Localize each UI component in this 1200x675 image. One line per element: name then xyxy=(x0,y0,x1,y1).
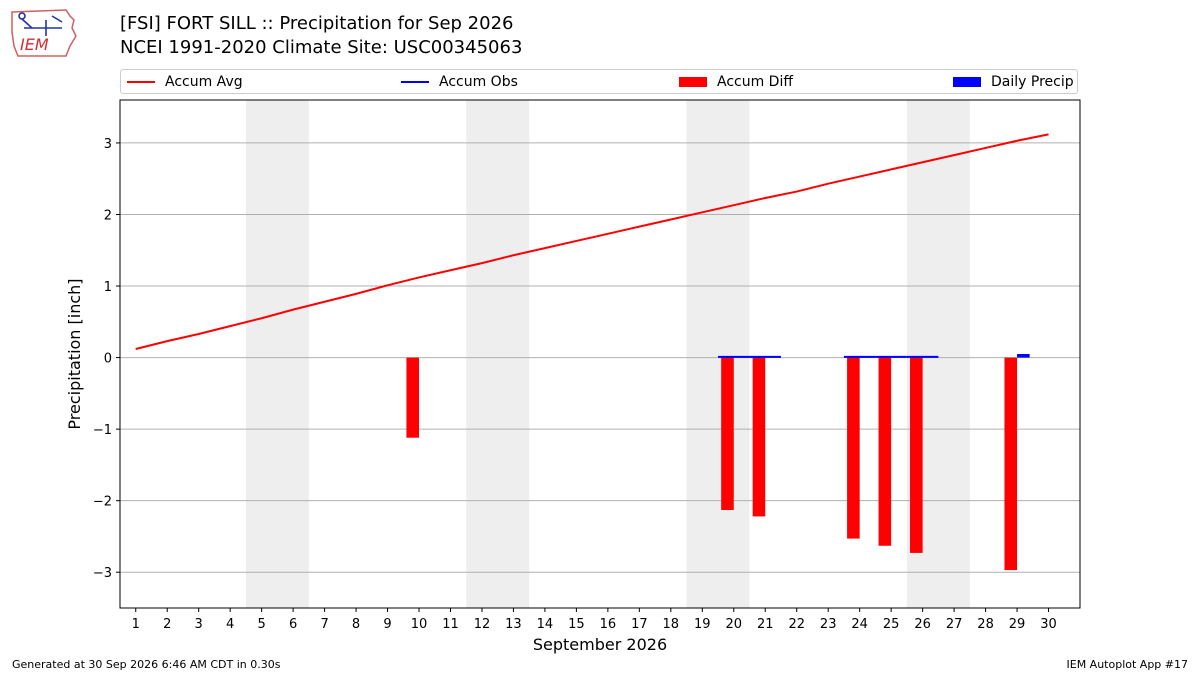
logo-text: IEM xyxy=(20,35,49,54)
accum-diff-bar xyxy=(878,357,892,546)
xtick-label: 8 xyxy=(352,617,360,632)
accum-avg-line xyxy=(135,133,1049,350)
generated-timestamp: Generated at 30 Sep 2026 6:46 AM CDT in … xyxy=(12,658,281,671)
weekend-band-1 xyxy=(466,100,530,608)
ytick-label: 0 xyxy=(104,352,112,367)
legend-swatch-accum-obs xyxy=(401,80,429,83)
legend-item-accum-diff: Accum Diff xyxy=(679,70,793,93)
xtick-label: 3 xyxy=(195,617,203,632)
accum-diff-bars xyxy=(406,357,1018,571)
y-axis-ticks: −3 −2 −1 0 1 2 3 xyxy=(93,137,120,581)
xtick-label: 9 xyxy=(383,617,391,632)
weather-station-icon xyxy=(18,12,63,36)
xtick-label: 5 xyxy=(257,617,265,632)
xtick-label: 22 xyxy=(788,617,805,632)
xtick-label: 19 xyxy=(694,617,711,632)
legend-item-daily-precip: Daily Precip xyxy=(953,70,1074,93)
ytick-label: 2 xyxy=(104,208,112,223)
weekend-band-0 xyxy=(245,100,309,608)
xtick-label: 2 xyxy=(163,617,171,632)
ytick-label: 1 xyxy=(104,280,112,295)
daily-precip-bar xyxy=(1017,354,1030,358)
legend-label-accum-avg: Accum Avg xyxy=(165,73,243,90)
legend-swatch-accum-avg xyxy=(127,80,155,83)
xtick-label: 10 xyxy=(411,617,428,632)
accum-diff-bar xyxy=(910,357,923,553)
xtick-label: 17 xyxy=(631,617,648,632)
xtick-label: 27 xyxy=(946,617,963,632)
xtick-label: 12 xyxy=(474,617,491,632)
title-line-2: NCEI 1991-2020 Climate Site: USC00345063 xyxy=(120,37,523,58)
xtick-label: 24 xyxy=(851,617,868,632)
xtick-label: 26 xyxy=(914,617,931,632)
xtick-label: 30 xyxy=(1040,617,1057,632)
xtick-label: 28 xyxy=(977,617,994,632)
title-line-1: [FSI] FORT SILL :: Precipitation for Sep… xyxy=(120,13,514,34)
xtick-label: 1 xyxy=(132,617,140,632)
legend-swatch-daily-precip xyxy=(953,76,981,87)
legend-swatch-accum-diff xyxy=(679,76,707,87)
legend-item-accum-obs: Accum Obs xyxy=(401,70,518,93)
chart-title: [FSI] FORT SILL :: Precipitation for Sep… xyxy=(120,12,522,60)
accum-diff-bar xyxy=(1004,357,1018,571)
legend-label-accum-obs: Accum Obs xyxy=(439,73,518,90)
xtick-label: 29 xyxy=(1009,617,1026,632)
legend: Accum Avg Accum Obs Accum Diff Daily Pre… xyxy=(120,69,1078,94)
accum-diff-bar xyxy=(721,357,734,510)
xtick-label: 18 xyxy=(663,617,680,632)
xtick-label: 21 xyxy=(757,617,774,632)
xtick-label: 13 xyxy=(505,617,522,632)
xtick-label: 15 xyxy=(568,617,585,632)
xtick-label: 11 xyxy=(442,617,459,632)
iowa-outline xyxy=(11,9,77,57)
legend-item-accum-avg: Accum Avg xyxy=(127,70,243,93)
iem-logo: IEM xyxy=(11,9,77,57)
plot-frame xyxy=(119,99,1081,609)
accum-diff-bar xyxy=(752,357,766,517)
y-axis-label: Precipitation [inch] xyxy=(65,278,84,429)
ytick-label: 3 xyxy=(104,137,112,152)
weekend-band-2 xyxy=(686,100,750,608)
ytick-label: −3 xyxy=(93,566,112,581)
xtick-label: 4 xyxy=(226,617,234,632)
x-axis-ticks: 1 2 3 4 5 6 7 8 9 10 11 12 13 14 15 16 17 18 19 20 21 22 23 24 2… xyxy=(132,608,1057,632)
xtick-label: 16 xyxy=(600,617,617,632)
xtick-label: 20 xyxy=(725,617,742,632)
legend-label-accum-diff: Accum Diff xyxy=(717,73,794,90)
app-label: IEM Autoplot App #17 xyxy=(1066,658,1189,671)
accum-diff-bar xyxy=(406,357,420,438)
xtick-label: 14 xyxy=(537,617,554,632)
xtick-label: 23 xyxy=(820,617,837,632)
xtick-label: 7 xyxy=(320,617,328,632)
xtick-label: 6 xyxy=(289,617,297,632)
accum-diff-bar xyxy=(847,357,860,539)
xtick-label: 25 xyxy=(883,617,900,632)
ytick-label: −1 xyxy=(93,423,112,438)
x-axis-label: September 2026 xyxy=(533,635,667,654)
legend-label-daily-precip: Daily Precip xyxy=(991,73,1074,90)
ytick-label: −2 xyxy=(93,495,112,510)
series-lines xyxy=(135,133,1049,358)
daily-precip-bars xyxy=(1017,354,1030,358)
